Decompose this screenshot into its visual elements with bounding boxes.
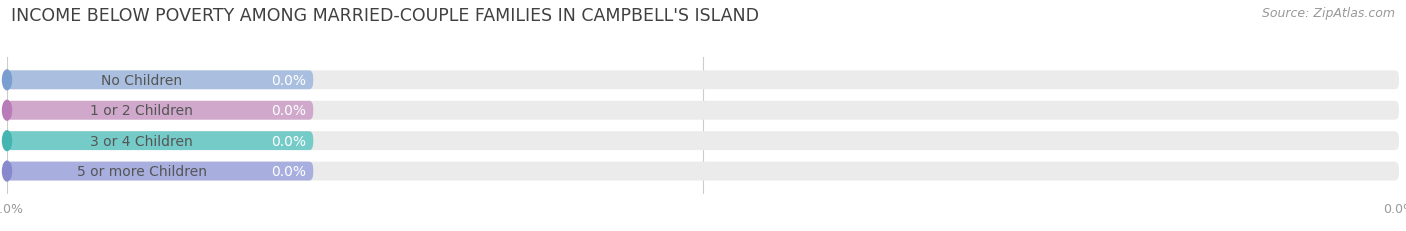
Circle shape	[3, 71, 11, 90]
FancyBboxPatch shape	[7, 132, 314, 150]
FancyBboxPatch shape	[7, 162, 314, 181]
FancyBboxPatch shape	[7, 132, 1399, 150]
Text: Source: ZipAtlas.com: Source: ZipAtlas.com	[1261, 7, 1395, 20]
Text: No Children: No Children	[101, 73, 183, 88]
FancyBboxPatch shape	[7, 101, 1399, 120]
Text: 3 or 4 Children: 3 or 4 Children	[90, 134, 193, 148]
FancyBboxPatch shape	[7, 101, 314, 120]
Circle shape	[3, 101, 11, 121]
Text: 0.0%: 0.0%	[271, 164, 307, 178]
Text: 0.0%: 0.0%	[271, 104, 307, 118]
FancyBboxPatch shape	[7, 71, 1399, 90]
Text: 5 or more Children: 5 or more Children	[77, 164, 207, 178]
FancyBboxPatch shape	[7, 162, 1399, 181]
Text: 0.0%: 0.0%	[271, 73, 307, 88]
Text: 1 or 2 Children: 1 or 2 Children	[90, 104, 193, 118]
Text: INCOME BELOW POVERTY AMONG MARRIED-COUPLE FAMILIES IN CAMPBELL'S ISLAND: INCOME BELOW POVERTY AMONG MARRIED-COUPL…	[11, 7, 759, 25]
FancyBboxPatch shape	[7, 71, 314, 90]
Circle shape	[3, 131, 11, 151]
Circle shape	[3, 161, 11, 181]
Text: 0.0%: 0.0%	[271, 134, 307, 148]
